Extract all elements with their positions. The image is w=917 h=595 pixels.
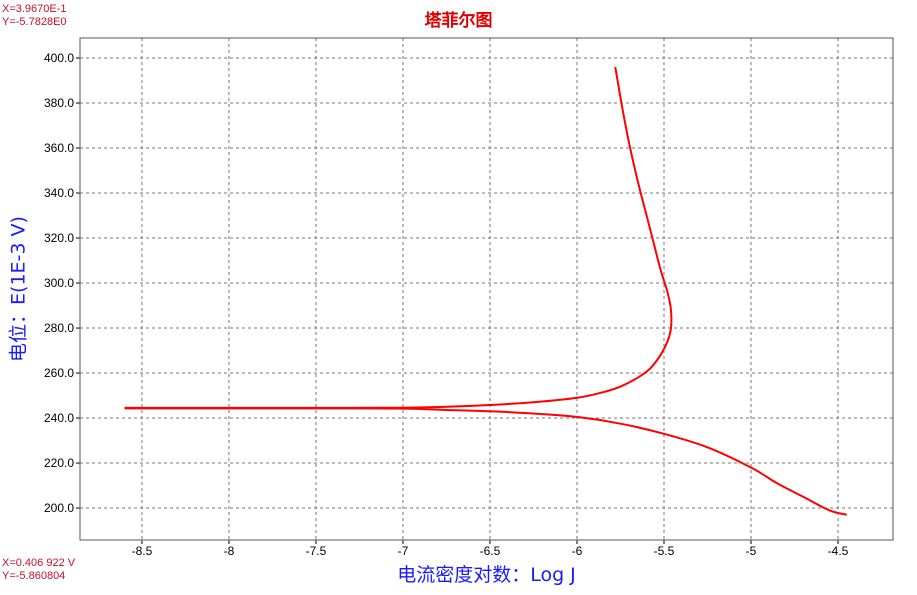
y-tick-label: 280.0 <box>44 321 74 335</box>
y-tick-label: 300.0 <box>44 276 74 290</box>
y-tick-label: 220.0 <box>44 456 74 470</box>
x-tick-label: -7 <box>398 544 409 558</box>
x-tick-label: -8.5 <box>132 544 153 558</box>
cursor-x-bottom: X=0.406 922 V <box>2 557 76 569</box>
x-tick-label: -5 <box>746 544 757 558</box>
x-tick-label: -4.5 <box>828 544 849 558</box>
plot-frame <box>79 37 894 541</box>
y-tick-label: 380.0 <box>44 96 74 110</box>
cursor-y-bottom: Y=-5.860804 <box>2 570 66 582</box>
y-tick-label: 200.0 <box>44 501 74 515</box>
cursor-readout-bottom: X=0.406 922 V Y=-5.860804 <box>2 557 75 583</box>
cursor-y-top: Y=-5.7828E0 <box>2 16 67 28</box>
x-tick-label: -6 <box>572 544 583 558</box>
y-tick-label: 260.0 <box>44 366 74 380</box>
chart-title: 塔菲尔图 <box>424 11 493 31</box>
y-tick-label: 340.0 <box>44 186 74 200</box>
y-tick-label: 240.0 <box>44 411 74 425</box>
cathodic-branch-line <box>124 407 847 516</box>
cursor-x-top: X=3.9670E-1 <box>2 3 67 15</box>
x-tick-label: -7.5 <box>306 544 327 558</box>
y-tick-label: 320.0 <box>44 231 74 245</box>
x-tick-label: -8 <box>224 544 235 558</box>
y-tick-label: 400.0 <box>44 51 74 65</box>
cursor-readout-top: X=3.9670E-1 Y=-5.7828E0 <box>2 3 67 29</box>
x-tick-label: -5.5 <box>654 544 675 558</box>
x-tick-label: -6.5 <box>480 544 501 558</box>
x-axis-label: 电流密度对数：Log J <box>397 564 576 586</box>
y-tick-label: 360.0 <box>44 141 74 155</box>
anodic-branch-line <box>124 66 673 409</box>
